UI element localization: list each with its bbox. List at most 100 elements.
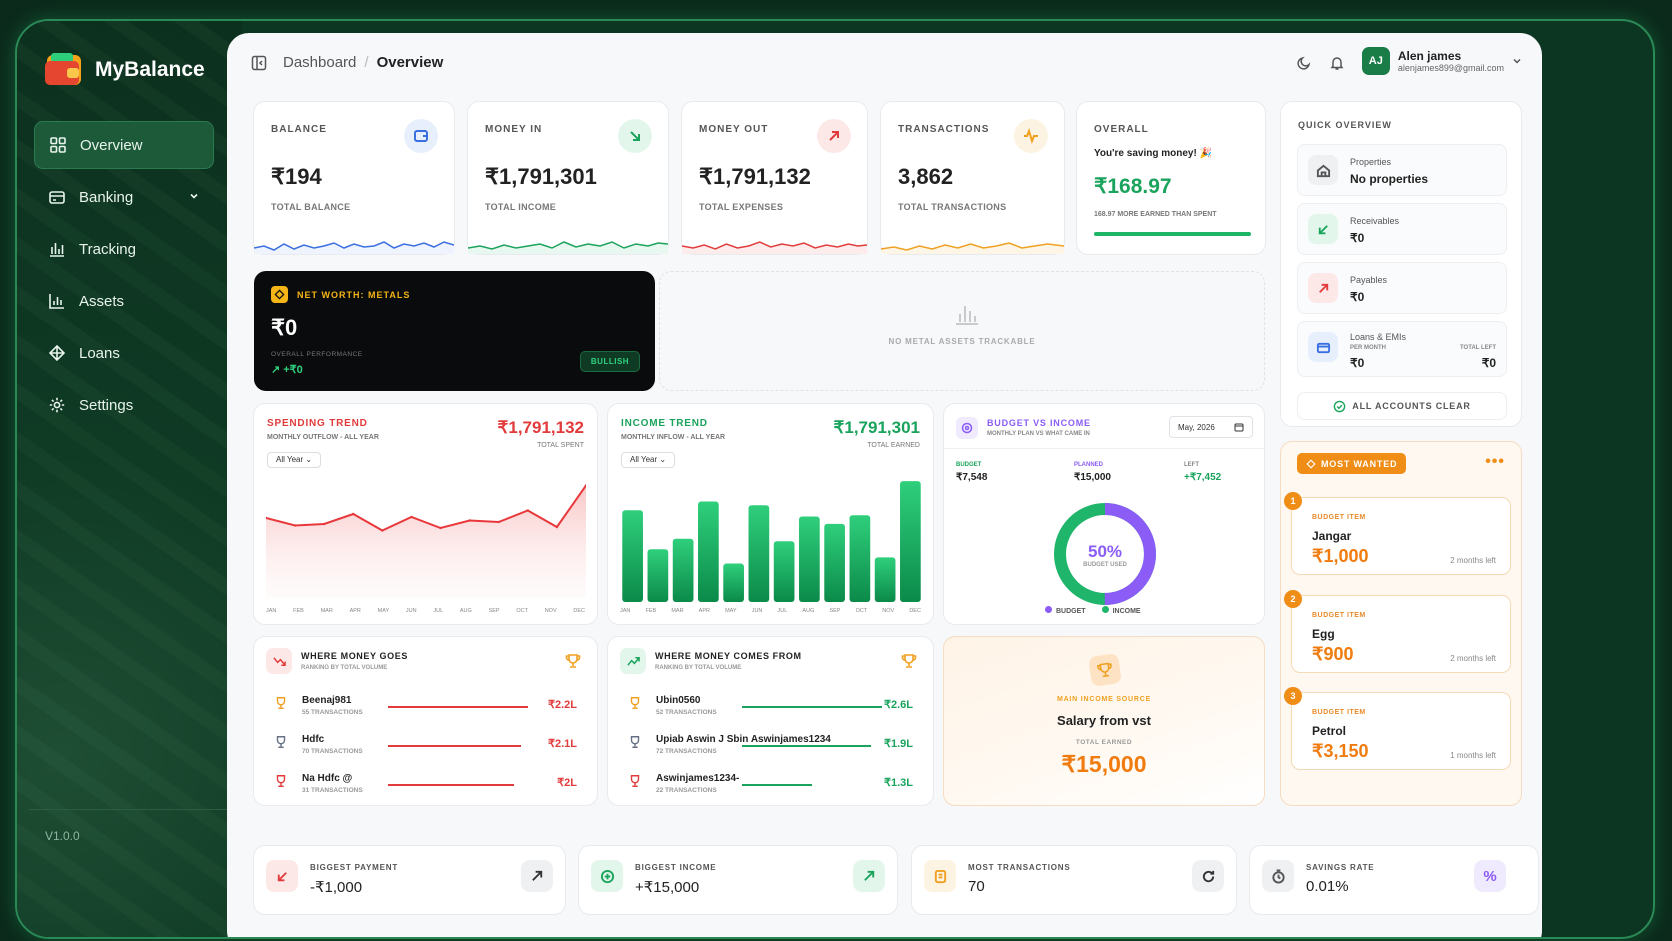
card-label: OVERALL <box>1094 124 1149 135</box>
income-bar-nov[interactable] <box>874 557 896 602</box>
income-bar-jan[interactable] <box>622 510 643 602</box>
card-sub: TOTAL INCOME <box>485 202 557 212</box>
bar-chart-icon <box>956 306 978 325</box>
row-value: ₹0 <box>1350 356 1365 370</box>
budget-value: ₹7,548 <box>956 472 988 483</box>
ranking-row[interactable]: Beenaj981 55 TRANSACTIONS ₹2.2L <box>266 692 577 728</box>
card-value: 3,862 <box>898 164 954 189</box>
period-filter[interactable]: All Year ⌄ <box>267 452 322 468</box>
most-wanted-item[interactable]: 1 BUDGET ITEM Jangar ₹1,000 2 months lef… <box>1284 492 1511 575</box>
sidebar-item-loans[interactable]: Loans <box>34 329 214 377</box>
month-picker[interactable]: May, 2026 <box>1169 416 1253 438</box>
budget-percent: 50% <box>1087 542 1123 561</box>
spending-point-mar[interactable] <box>322 522 326 526</box>
period-filter[interactable]: All Year ⌄ <box>621 452 676 468</box>
month-tick-label: JAN <box>620 608 631 614</box>
item-tag: BUDGET ITEM <box>1312 612 1366 619</box>
spending-point-sep[interactable] <box>497 520 500 524</box>
income-bar-feb[interactable] <box>647 549 669 602</box>
more-options-icon[interactable]: ••• <box>1485 453 1505 470</box>
source-name: Beenaj981 <box>302 695 352 706</box>
sidebar-item-banking[interactable]: Banking <box>34 173 214 221</box>
money-in-sparkline <box>468 241 668 254</box>
income-bar-jul[interactable] <box>773 541 795 602</box>
ranking-row[interactable]: Aswinjames1234- 22 TRANSACTIONS ₹1.3L <box>620 770 913 806</box>
sidebar-item-assets[interactable]: Assets <box>34 277 214 325</box>
chevron-down-icon[interactable] <box>188 190 200 202</box>
ranking-row[interactable]: Ubin0560 52 TRANSACTIONS ₹2.6L <box>620 692 913 728</box>
ranking-row[interactable]: Upiab Aswin J Sbin Aswinjames1234 72 TRAN… <box>620 731 913 767</box>
transaction-count: 22 TRANSACTIONS <box>656 787 717 794</box>
total-earned-label: TOTAL EARNED <box>1075 739 1133 746</box>
trend-up-icon[interactable] <box>521 860 553 892</box>
main-income-card: MAIN INCOME SOURCE Salary from vst TOTAL… <box>943 636 1265 806</box>
where-money-comes-from-card: WHERE MONEY COMES FROM RANKING BY TOTAL … <box>607 636 934 806</box>
x-axis-labels: JAN FEB MAR APR MAY JUN JUL AUG SEP OCT NOV DEC <box>620 608 921 614</box>
sidebar-item-label: Loans <box>79 344 120 362</box>
income-bar-mar[interactable] <box>672 538 694 602</box>
spending-point-oct[interactable] <box>526 509 530 512</box>
quick-overview-card: QUICK OVERVIEW Properties No properties … <box>1280 101 1522 427</box>
month-tick-label: FEB <box>293 608 304 614</box>
income-bar-aug[interactable] <box>799 516 820 602</box>
bell-icon[interactable] <box>1329 55 1345 71</box>
month-tick-label: JUN <box>405 608 417 614</box>
spending-point-feb[interactable] <box>293 524 297 527</box>
sidebar-item-overview[interactable]: Overview <box>34 121 214 169</box>
arrow-up-right-icon[interactable] <box>853 860 885 892</box>
spending-point-nov[interactable] <box>555 525 559 529</box>
spending-point-aug[interactable] <box>468 519 471 522</box>
spending-point-may[interactable] <box>381 529 384 532</box>
spending-point-jan[interactable] <box>266 516 268 520</box>
user-menu[interactable]: AJ Alen james alenjames899@gmail.com <box>1361 47 1522 75</box>
income-bar-sep[interactable] <box>824 523 845 602</box>
spending-point-jun[interactable] <box>410 515 413 519</box>
budget-subtitle: MONTHLY PLAN VS WHAT CAME IN <box>987 431 1090 437</box>
ranking-row[interactable]: Na Hdfc @ 31 TRANSACTIONS ₹2L <box>266 770 577 806</box>
sidebar-toggle-icon[interactable] <box>251 55 267 71</box>
spending-point-apr[interactable] <box>352 512 355 516</box>
properties-row[interactable]: Properties No properties <box>1297 144 1507 196</box>
percent-icon[interactable]: % <box>1474 860 1506 892</box>
planned-label: PLANNED <box>1074 462 1104 468</box>
home-icon <box>1308 155 1338 185</box>
moon-icon[interactable] <box>1296 55 1312 71</box>
app-logo[interactable]: MyBalance <box>45 53 205 87</box>
trophy-icon <box>630 697 640 709</box>
breadcrumb-parent[interactable]: Dashboard <box>283 54 357 71</box>
arrow-up-right-icon <box>1308 273 1338 303</box>
refresh-icon[interactable] <box>1192 860 1224 892</box>
most-wanted-item[interactable]: 3 BUDGET ITEM Petrol ₹3,150 1 months lef… <box>1284 687 1511 770</box>
source-name: Hdfc <box>302 734 325 745</box>
income-bar-oct[interactable] <box>849 515 871 602</box>
net-worth-card: NET WORTH: METALS ₹0 OVERALL PERFORMANCE… <box>254 271 655 391</box>
card-sub: TOTAL EXPENSES <box>699 202 784 212</box>
breadcrumb-current: Overview <box>376 54 444 71</box>
row-label: Loans & EMIs <box>1350 332 1407 342</box>
payables-row[interactable]: Payables ₹0 <box>1297 262 1507 314</box>
all-accounts-clear: ALL ACCOUNTS CLEAR <box>1297 392 1507 420</box>
ranking-row[interactable]: Hdfc 70 TRANSACTIONS ₹2.1L <box>266 731 577 767</box>
income-bar-dec[interactable] <box>900 481 921 602</box>
arrow-down-right-icon <box>618 119 652 153</box>
income-bar-jun[interactable] <box>748 505 770 602</box>
spending-line <box>266 484 586 532</box>
receivables-row[interactable]: Receivables ₹0 <box>1297 203 1507 255</box>
income-bar-apr[interactable] <box>698 501 719 602</box>
biggest-payment-card: BIGGEST PAYMENT -₹1,000 <box>253 845 566 915</box>
loans-row[interactable]: Loans & EMIs PER MONTH ₹0 TOTAL LEFT ₹0 <box>1297 321 1507 377</box>
card-label: MONEY IN <box>485 124 543 135</box>
quick-overview-title: QUICK OVERVIEW <box>1298 120 1392 130</box>
spending-point-jul[interactable] <box>439 526 442 530</box>
spending-point-dec[interactable] <box>584 484 586 487</box>
trend-down-icon <box>266 648 292 674</box>
month-tick-label: SEP <box>829 608 841 614</box>
income-bar-may[interactable] <box>723 563 744 602</box>
card-subtitle: RANKING BY TOTAL VOLUME <box>655 665 742 671</box>
sidebar-item-settings[interactable]: Settings <box>34 381 214 429</box>
most-wanted-item[interactable]: 2 BUDGET ITEM Egg ₹900 2 months left <box>1284 590 1511 673</box>
card-value: ₹1,791,132 <box>699 164 811 189</box>
card-value: ₹168.97 <box>1094 175 1172 198</box>
item-time-left: 2 months left <box>1450 556 1496 565</box>
sidebar-item-tracking[interactable]: Tracking <box>34 225 214 273</box>
